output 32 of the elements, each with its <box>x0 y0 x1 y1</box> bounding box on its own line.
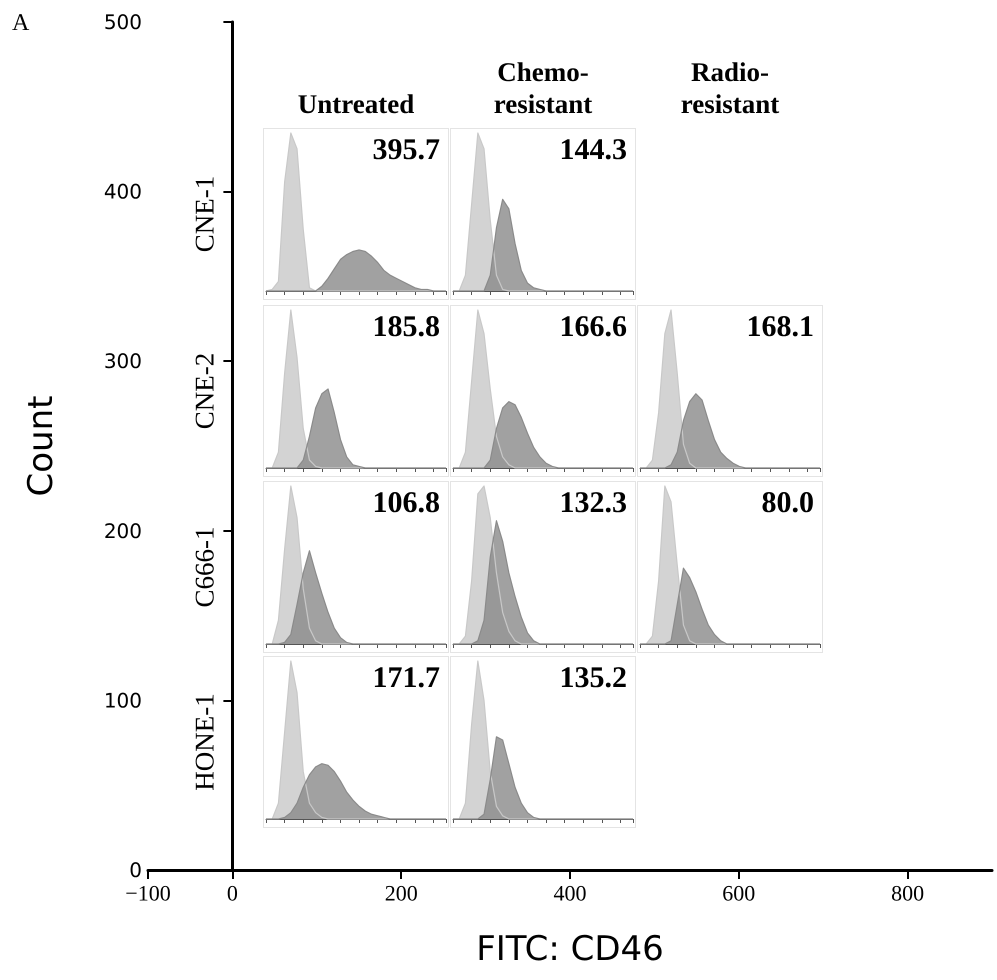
y-tick-label: 100 <box>104 688 142 712</box>
y-tick-label: 300 <box>104 349 142 374</box>
y-axis-title: CNE-1 <box>190 176 220 252</box>
annotation: 132.3 <box>560 486 627 520</box>
x-tick-label: 400 <box>554 880 586 906</box>
annotation: 144.3 <box>560 133 627 167</box>
x-tick-label: 200 <box>384 880 418 906</box>
x-tick-label: 800 <box>891 880 924 906</box>
annotation: 106.8 <box>372 486 440 520</box>
annotation: 168.1 <box>746 310 814 344</box>
annotation: 80.0 <box>762 486 814 520</box>
annotation: 135.2 <box>560 661 627 695</box>
chart-title: Untreated <box>296 88 416 120</box>
y-axis-title: HONE-1 <box>190 693 220 791</box>
annotation: 185.8 <box>372 310 440 344</box>
y-tick-label: 200 <box>104 518 142 543</box>
y-tick-label: 500 <box>104 10 142 34</box>
annotation: 395.7 <box>372 133 440 167</box>
chart-title: Radio- resistant <box>680 56 780 120</box>
y-tick-label: 400 <box>104 180 142 204</box>
y-axis-title: Count <box>21 396 61 496</box>
x-tick-label: −100 <box>125 880 171 906</box>
x-tick-label: 600 <box>722 880 756 906</box>
y-axis-title: CNE-2 <box>190 352 220 430</box>
y-axis-title: C666-1 <box>190 526 220 608</box>
y-tick-label: 0 <box>129 858 142 882</box>
annotation: 166.6 <box>560 310 627 344</box>
chart-title: Chemo- resistant <box>492 56 594 120</box>
x-axis-title: FITC: CD46 <box>476 929 664 969</box>
annotation: 171.7 <box>372 661 440 695</box>
x-tick-label: 0 <box>226 880 238 906</box>
text: A <box>12 10 30 37</box>
